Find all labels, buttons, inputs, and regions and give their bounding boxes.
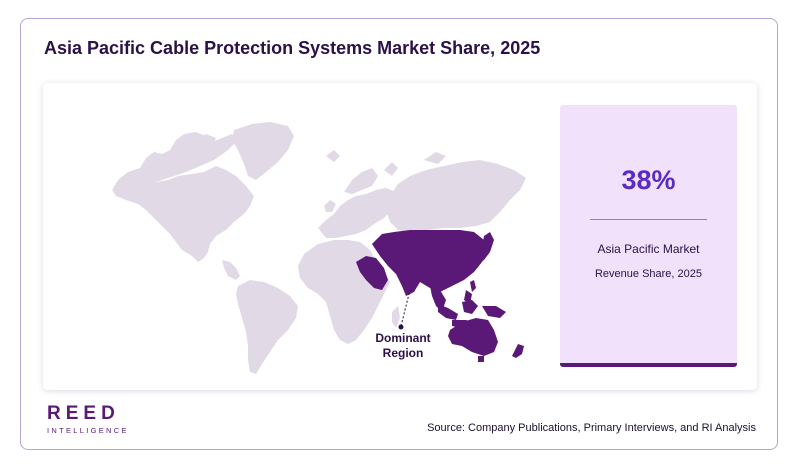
callout-line	[400, 289, 411, 327]
stat-label: Asia Pacific Market	[597, 242, 700, 256]
page-title: Asia Pacific Cable Protection Systems Ma…	[44, 38, 541, 58]
logo-name: REED	[47, 403, 120, 424]
africa	[298, 240, 390, 344]
dominant-region-label: Dominant Region	[375, 331, 431, 360]
stat-value: 38%	[621, 165, 676, 195]
source-note: Source: Company Publications, Primary In…	[427, 422, 756, 434]
northern-asia	[386, 160, 526, 232]
brand-logo: REED INTELLIGENCE	[47, 404, 137, 436]
greenland	[232, 122, 294, 180]
australia	[448, 318, 498, 356]
stat-divider	[590, 219, 707, 220]
logo-tagline: INTELLIGENCE	[47, 426, 129, 435]
new-zealand	[512, 344, 524, 358]
middle-east	[356, 256, 388, 290]
europe	[318, 188, 400, 238]
south-america	[236, 280, 298, 374]
japan	[476, 232, 494, 264]
stat-sublabel: Revenue Share, 2025	[594, 268, 703, 280]
callout-dot	[398, 324, 404, 330]
asia-pacific-region	[356, 230, 524, 362]
stat-panel: 38% Asia Pacific Market Revenue Share, 2…	[560, 105, 737, 367]
asia-mainland	[372, 230, 488, 296]
